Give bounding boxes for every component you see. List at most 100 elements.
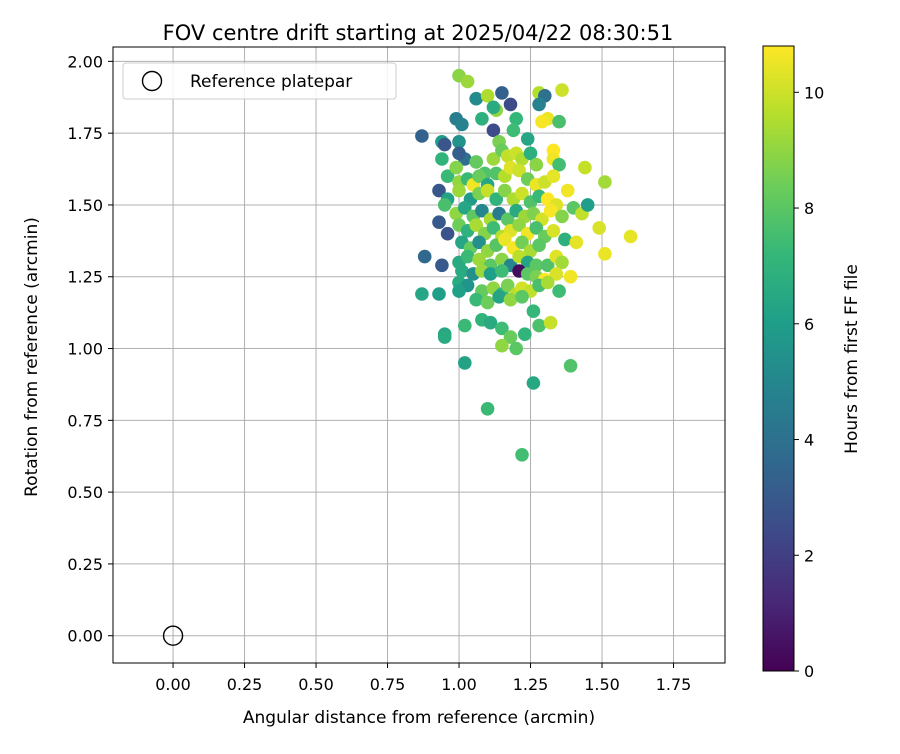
colorbar-gradient <box>762 45 795 672</box>
data-point <box>529 157 544 172</box>
data-point <box>500 212 515 227</box>
data-point <box>435 258 449 273</box>
data-point <box>452 146 466 161</box>
legend: Reference platepar <box>122 62 397 100</box>
data-point <box>529 258 544 273</box>
colorbar-tick-label: 6 <box>804 315 814 334</box>
data-point <box>532 238 546 252</box>
data-point <box>417 249 432 264</box>
data-point <box>512 218 526 232</box>
data-point <box>432 183 446 198</box>
data-point <box>469 218 484 232</box>
data-point <box>503 330 518 344</box>
data-point <box>543 203 558 218</box>
colorbar-tick-label: 2 <box>804 546 814 565</box>
legend-label: Reference platepar <box>190 72 352 92</box>
plot-background <box>113 47 725 663</box>
data-point <box>486 123 501 138</box>
data-point <box>495 264 509 278</box>
data-point <box>495 338 509 353</box>
data-point <box>455 264 469 278</box>
data-point <box>560 183 575 198</box>
data-point <box>518 327 532 342</box>
data-point <box>503 97 518 112</box>
data-point <box>526 304 541 319</box>
data-point <box>472 235 486 250</box>
colorbar-tick-label: 4 <box>804 431 814 450</box>
x-tick-label: 1.00 <box>441 675 477 694</box>
data-point <box>498 232 512 247</box>
data-point <box>598 175 612 189</box>
colorbar-tick-label: 0 <box>804 662 814 681</box>
data-point <box>523 146 538 161</box>
x-tick-label: 1.75 <box>656 675 692 694</box>
data-point <box>555 83 569 97</box>
data-point <box>540 258 555 273</box>
plot-area <box>112 46 726 664</box>
data-point <box>526 376 541 390</box>
y-tick-label: 0.25 <box>67 555 103 574</box>
data-point <box>480 183 495 198</box>
data-point <box>598 247 612 261</box>
data-point <box>480 89 495 103</box>
data-point <box>437 137 452 152</box>
data-point <box>549 267 564 281</box>
data-point <box>500 278 515 293</box>
x-tick-label: 0.75 <box>370 675 406 694</box>
data-point <box>486 221 501 235</box>
data-point <box>437 198 452 212</box>
data-point <box>495 86 509 100</box>
data-point <box>546 224 561 238</box>
data-point <box>486 100 501 115</box>
colorbar-tick-label: 10 <box>804 83 824 102</box>
data-point <box>460 249 475 264</box>
data-point <box>529 221 544 235</box>
data-point <box>532 97 546 112</box>
data-point <box>432 287 446 301</box>
data-point <box>472 169 486 183</box>
data-point <box>489 192 504 206</box>
data-point <box>437 330 452 344</box>
x-tick-label: 1.50 <box>584 675 620 694</box>
data-point <box>555 255 569 270</box>
data-point <box>458 318 472 333</box>
data-point <box>535 114 549 129</box>
data-point <box>415 129 429 143</box>
y-tick-label: 1.75 <box>67 124 103 143</box>
y-tick-label: 0.00 <box>67 627 103 646</box>
data-point <box>480 295 495 310</box>
reference-marker-group <box>162 625 184 646</box>
data-point <box>483 267 498 281</box>
y-tick-label: 0.50 <box>67 483 103 502</box>
data-point <box>552 114 566 129</box>
data-point <box>452 183 466 198</box>
y-tick-label: 1.50 <box>67 196 103 215</box>
data-point <box>469 91 484 106</box>
legend-box <box>122 62 397 100</box>
data-point <box>520 132 535 146</box>
data-point <box>623 229 638 244</box>
data-point <box>458 201 472 215</box>
data-point <box>563 359 578 373</box>
data-point <box>475 112 489 126</box>
data-point <box>552 284 566 298</box>
data-point <box>452 284 466 298</box>
data-point <box>578 160 592 175</box>
data-point <box>546 169 561 183</box>
colorbar-ticks: 0 2 4 6 8 10 <box>794 83 824 681</box>
data-point <box>558 232 572 247</box>
y-axis: 0.00 0.25 0.50 0.75 1.00 1.25 1.50 1.75 2.00 <box>67 52 113 646</box>
colorbar-tick-label: 8 <box>804 199 814 218</box>
data-point <box>460 74 475 89</box>
data-point <box>415 287 429 301</box>
x-axis-label: Angular distance from reference (arcmin) <box>243 708 595 728</box>
data-point <box>509 112 523 126</box>
y-tick-label: 2.00 <box>67 52 103 71</box>
x-tick-label: 0.50 <box>298 675 334 694</box>
plot-frame <box>112 46 726 664</box>
data-point <box>486 152 501 166</box>
x-tick-label: 0.25 <box>227 675 263 694</box>
data-point <box>495 321 509 336</box>
